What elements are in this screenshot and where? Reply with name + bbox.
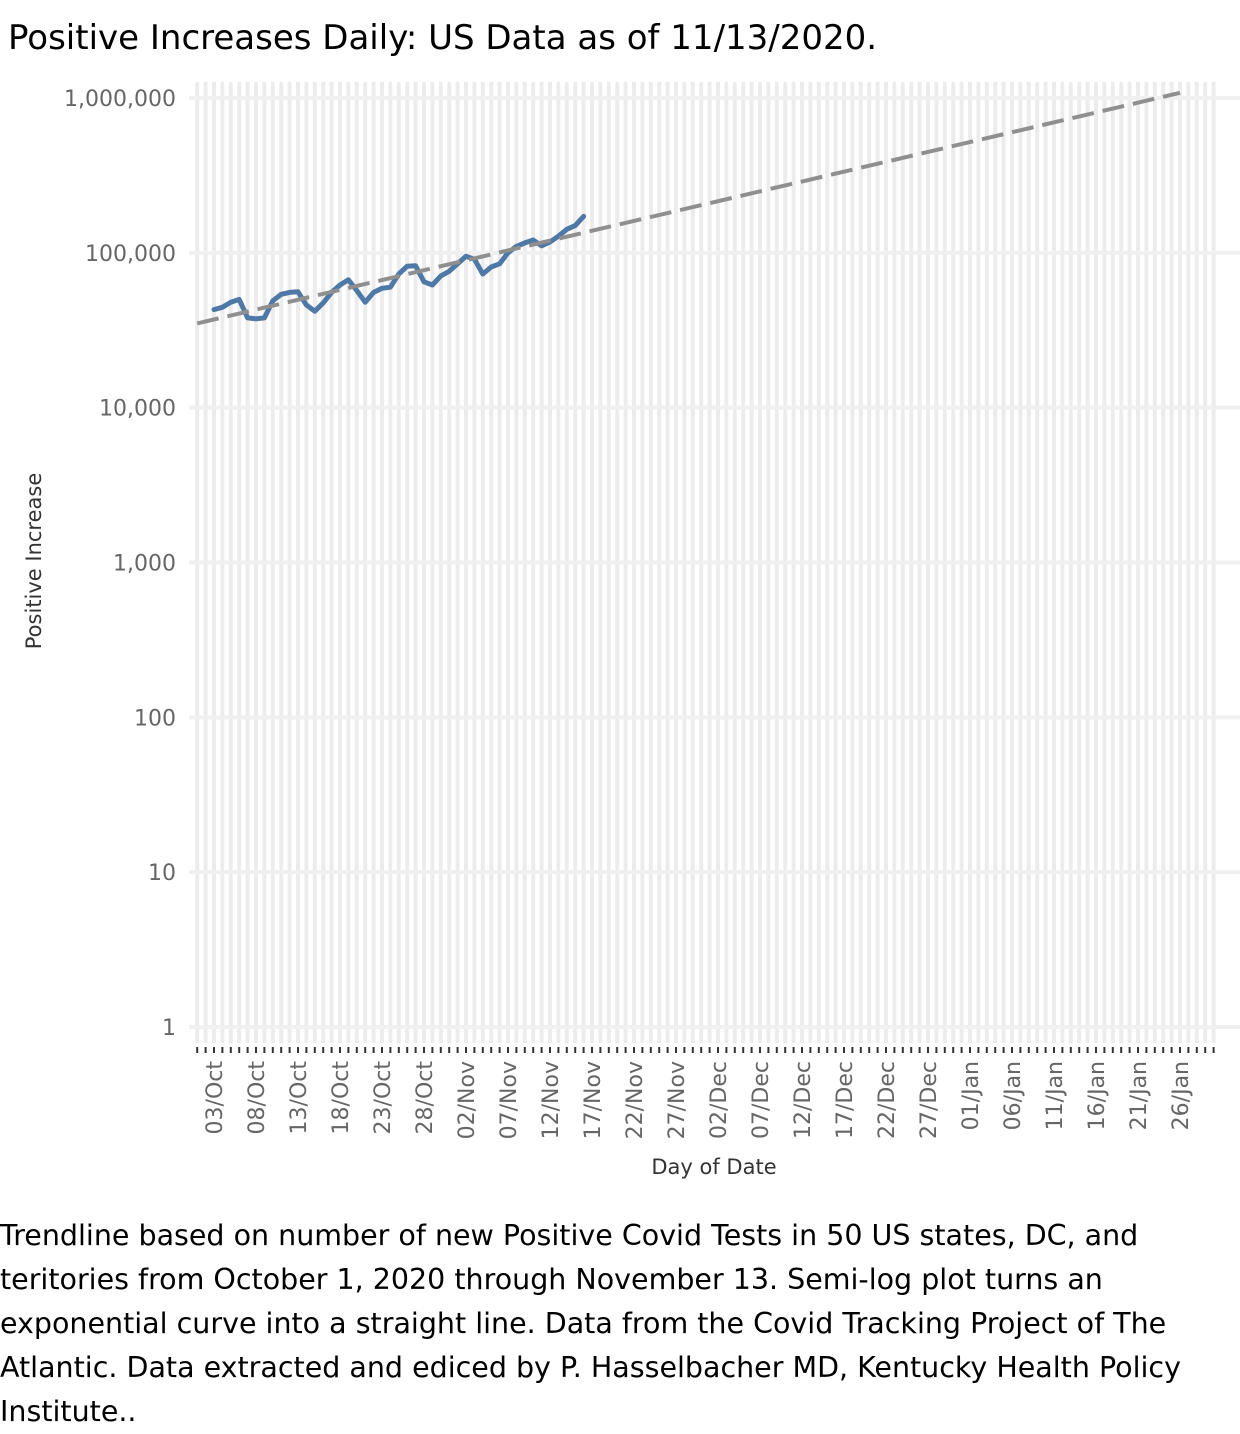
y-tick-label: 100,000 xyxy=(85,242,176,267)
y-axis-title: Positive Increase xyxy=(22,473,46,650)
y-tick-label: 1 xyxy=(162,1016,176,1041)
x-tick-label: 06/Jan xyxy=(1001,1061,1026,1130)
y-axis: 1 10 100 1,000 10,000 100,000 1,000,000 xyxy=(64,87,176,1041)
x-tick-label: 18/Oct xyxy=(329,1061,354,1135)
x-tick-label: 12/Dec xyxy=(791,1061,816,1139)
x-tick-label: 27/Nov xyxy=(665,1061,690,1139)
x-tick-label: 08/Oct xyxy=(245,1061,270,1135)
x-tick-label: 27/Dec xyxy=(917,1061,942,1139)
x-tick-label: 21/Jan xyxy=(1127,1061,1152,1130)
grid xyxy=(189,82,1240,1043)
x-tick-label: 13/Oct xyxy=(287,1061,312,1135)
series-group xyxy=(196,90,1181,326)
x-axis: 03/Oct 08/Oct 13/Oct 18/Oct 23/Oct 28/Oct 02/N… xyxy=(203,1061,1194,1140)
chart-title: Positive Increases Daily: US Data as of … xyxy=(8,18,878,58)
x-axis-title: Day of Date xyxy=(651,1155,776,1179)
x-tick-label: 17/Dec xyxy=(833,1061,858,1139)
caption: Trendline based on number of new Positiv… xyxy=(0,1219,1181,1428)
x-tick-label: 07/Nov xyxy=(497,1061,522,1139)
y-tick-label: 100 xyxy=(134,706,176,731)
x-tick-label: 23/Oct xyxy=(371,1061,396,1135)
x-tick-label: 12/Nov xyxy=(539,1061,564,1139)
y-tick-label: 1,000,000 xyxy=(64,87,176,112)
x-tick-label: 03/Oct xyxy=(203,1061,228,1135)
x-tick-label: 28/Oct xyxy=(413,1061,438,1135)
series-line xyxy=(211,213,587,322)
x-tick-label: 22/Nov xyxy=(623,1061,648,1139)
x-tick-label: 26/Jan xyxy=(1169,1061,1194,1130)
y-tick-label: 1,000 xyxy=(113,552,176,577)
x-tick-label: 01/Jan xyxy=(959,1061,984,1130)
x-axis-ticks xyxy=(196,1047,1215,1053)
x-tick-label: 02/Dec xyxy=(707,1061,732,1139)
x-tick-label: 11/Jan xyxy=(1043,1061,1068,1130)
x-tick-label: 02/Nov xyxy=(455,1061,480,1139)
x-tick-label: 16/Jan xyxy=(1085,1061,1110,1130)
y-tick-label: 10,000 xyxy=(99,397,176,422)
x-tick-label: 17/Nov xyxy=(581,1061,606,1139)
y-tick-label: 10 xyxy=(148,861,176,886)
trendline xyxy=(196,90,1181,326)
x-tick-label: 07/Dec xyxy=(749,1061,774,1139)
chart-area: 1 10 100 1,000 10,000 100,000 1,000,000 03/Oct… xyxy=(22,82,1240,1179)
x-tick-label: 22/Dec xyxy=(875,1061,900,1139)
